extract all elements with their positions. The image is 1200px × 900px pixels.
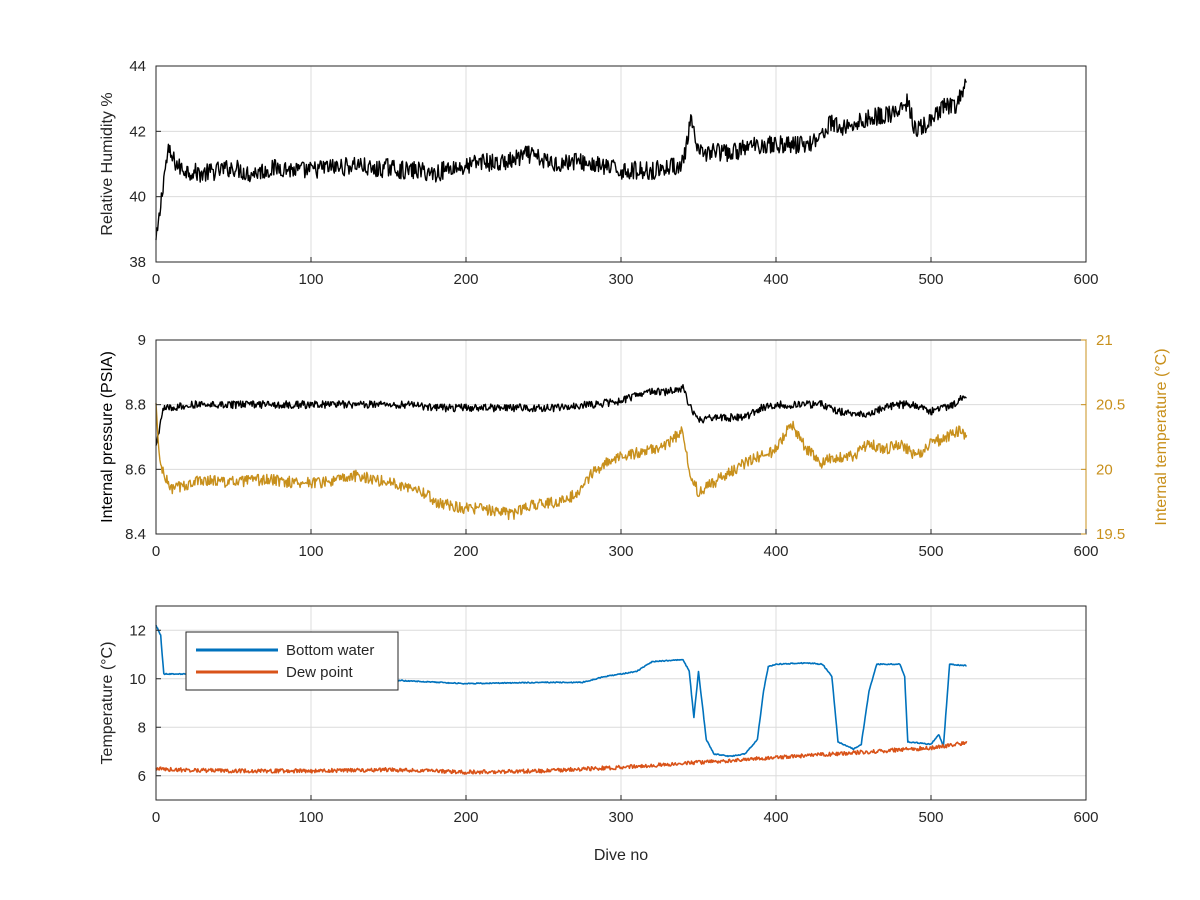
- x-tick-label: 200: [453, 543, 478, 560]
- x-tick-label: 0: [152, 543, 160, 560]
- y-tick-label: 8: [138, 719, 146, 736]
- pressure-temperature-panel: 0 100 200 300 400 500 600 8.4 8.6 8.8 9 19.5 20 20.5 2…: [99, 332, 1170, 560]
- y-tick-label: 42: [129, 123, 146, 140]
- x-tick-label: 500: [918, 543, 943, 560]
- humidity-panel: 0 100 200 300 400 500 600 38 40 42 44 Relative Humi…: [99, 58, 1099, 288]
- x-tick-label: 200: [453, 271, 478, 288]
- y-axis-label: Temperature (°C): [99, 642, 116, 765]
- y-tick-label: 10: [129, 671, 146, 688]
- y-tick-label: 8.8: [125, 397, 146, 414]
- y-tick-label: 6: [138, 768, 146, 785]
- x-tick-label: 400: [763, 271, 788, 288]
- legend: Bottom water Dew point: [185, 631, 399, 691]
- x-tick-label: 500: [918, 271, 943, 288]
- y-tick-label: 40: [129, 189, 146, 206]
- x-tick-label: 200: [453, 809, 478, 826]
- y-right-tick-label: 19.5: [1096, 526, 1125, 543]
- y-tick-label: 12: [129, 622, 146, 639]
- y-axis-label: Internal pressure (PSIA): [99, 351, 116, 523]
- y-tick-label: 8.4: [125, 526, 146, 543]
- legend-label: Bottom water: [286, 642, 374, 659]
- x-tick-label: 600: [1073, 809, 1098, 826]
- panel-1-series-0-line: [155, 384, 967, 446]
- x-tick-label: 0: [152, 271, 160, 288]
- y-tick-label: 8.6: [125, 461, 146, 478]
- x-axis-label: Dive no: [594, 847, 648, 864]
- x-tick-label: 300: [608, 809, 633, 826]
- y-right-tick-label: 20: [1096, 461, 1113, 478]
- x-tick-label: 300: [608, 543, 633, 560]
- y-right-axis-label: Internal temperature (°C): [1153, 348, 1170, 525]
- y-tick-label: 44: [129, 58, 146, 75]
- panel-1-series-1-line: [155, 402, 968, 521]
- x-tick-label: 100: [298, 543, 323, 560]
- x-tick-label: 100: [298, 809, 323, 826]
- y-right-tick-label: 21: [1096, 332, 1113, 349]
- x-tick-label: 100: [298, 271, 323, 288]
- temperature-panel: 0 100 200 300 400 500 600 6 8 10 12 Temperature (°C…: [99, 605, 1099, 864]
- x-tick-label: 400: [763, 543, 788, 560]
- y-axis-label: Relative Humidity %: [99, 92, 116, 235]
- legend-box: [185, 631, 399, 691]
- y-tick-label: 38: [129, 254, 146, 271]
- x-tick-label: 300: [608, 271, 633, 288]
- y-tick-label: 9: [138, 332, 146, 349]
- x-tick-label: 500: [918, 809, 943, 826]
- x-tick-label: 0: [152, 809, 160, 826]
- x-tick-label: 400: [763, 809, 788, 826]
- x-tick-label: 600: [1073, 271, 1098, 288]
- panel-0-series-0-line: [155, 78, 967, 241]
- dew-point-line: [155, 740, 968, 775]
- x-tick-label: 600: [1073, 543, 1098, 560]
- y-right-tick-label: 20.5: [1096, 397, 1125, 414]
- legend-label: Dew point: [286, 664, 354, 681]
